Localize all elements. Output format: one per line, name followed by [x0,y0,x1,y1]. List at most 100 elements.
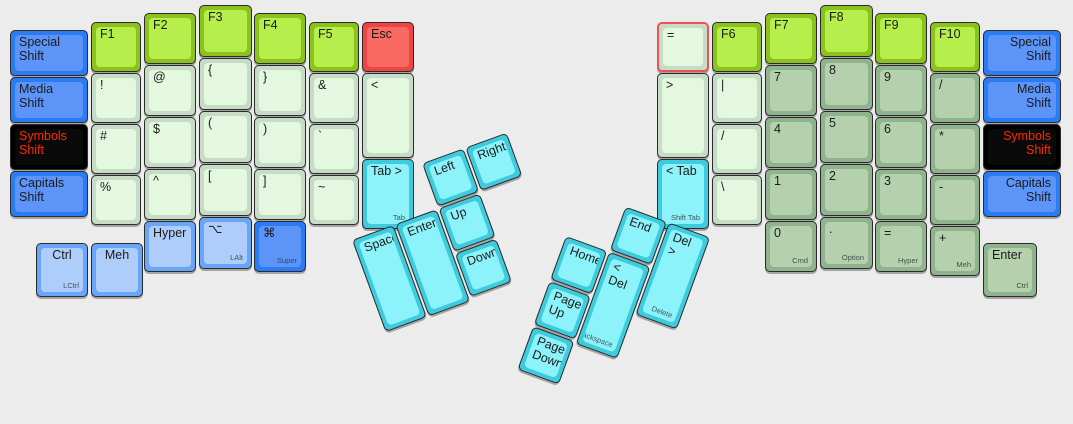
key-label: F10 [939,27,961,41]
key-key[interactable]: ) [254,117,306,168]
key-cap: 5 [825,116,868,158]
key-symbols-shift[interactable]: Symbols Shift [983,124,1061,170]
key-1[interactable]: 1 [765,169,817,220]
key-label: ! [100,78,104,92]
key-cap: F8 [825,10,868,52]
key-key[interactable]: & [309,73,359,123]
key-key[interactable]: . Option [820,217,873,269]
key-key[interactable]: = [657,22,709,72]
key-key[interactable]: = Hyper [875,221,927,272]
key-sublabel: Tab [392,213,405,222]
key-key[interactable]: > [657,73,709,158]
key-label: F5 [318,27,333,41]
key-label: < [371,78,379,92]
key-cap: > [662,78,704,153]
key-key[interactable]: \ [712,175,762,225]
key-3[interactable]: 3 [875,169,927,220]
key-key[interactable]: < [362,73,414,158]
key-label: = [667,28,675,42]
key-6[interactable]: 6 [875,117,927,168]
key-cap: \ [717,180,757,220]
key-f3[interactable]: F3 [199,5,252,57]
key-key[interactable]: ⌥ LAlt [199,217,252,269]
key-5[interactable]: 5 [820,111,873,163]
key-key[interactable]: ( [199,111,252,163]
key-label: - [939,180,944,194]
key-f2[interactable]: F2 [144,13,196,64]
key-key[interactable]: ^ [144,169,196,220]
key-key[interactable]: $ [144,117,196,168]
key-f9[interactable]: F9 [875,13,927,64]
key-special-shift[interactable]: Special Shift [10,30,88,76]
key-capitals-shift[interactable]: Capitals Shift [983,171,1061,217]
key-key[interactable]: } [254,65,306,116]
key-label: F8 [829,10,844,24]
key-enter[interactable]: Enter Ctrl [983,243,1037,297]
key-sublabel: Hyper [897,256,918,265]
key-key[interactable]: + Meh [930,226,980,276]
key-label: Capitals Shift [19,176,65,204]
key-hyper[interactable]: Hyper [144,221,196,272]
key-key[interactable]: % [91,175,141,225]
key-f4[interactable]: F4 [254,13,306,64]
key-esc[interactable]: Esc [362,22,414,72]
key-cap: ] [259,174,301,215]
key-ctrl[interactable]: Ctrl LCtrl [36,243,88,297]
key-2[interactable]: 2 [820,164,873,216]
key-label: Media Shift [19,82,54,110]
key-cap: Ctrl LCtrl [41,248,83,292]
key-key[interactable]: ⌘ Super [254,221,306,272]
key-key[interactable]: { [199,58,252,110]
key-cap: = [663,28,703,66]
key-f7[interactable]: F7 [765,13,817,64]
key-label: 4 [774,122,781,136]
key-0[interactable]: 0 Cmd [765,221,817,272]
key-cap: ! [96,78,136,118]
key-meh[interactable]: Meh [91,243,143,297]
key-cap: | [717,78,757,118]
key-cap: Enter Ctrl [988,248,1032,292]
key-cap: Esc [367,27,409,67]
key-key[interactable]: / [712,124,762,174]
key-cap: & [314,78,354,118]
key-label: 6 [884,122,891,136]
key-media-shift[interactable]: Media Shift [983,77,1061,123]
key-key[interactable]: @ [144,65,196,116]
key-symbols-shift[interactable]: Symbols Shift [10,124,88,170]
key-tab[interactable]: Tab > Tab [362,159,414,229]
key-f1[interactable]: F1 [91,22,141,72]
key-f6[interactable]: F6 [712,22,762,72]
key-4[interactable]: 4 [765,117,817,168]
key-f8[interactable]: F8 [820,5,873,57]
key-label: Media Shift [1016,82,1051,110]
key-9[interactable]: 9 [875,65,927,116]
key-tab[interactable]: < Tab Shift Tab [657,159,709,229]
key-key[interactable]: / [930,73,980,123]
key-label: F6 [721,27,736,41]
key-media-shift[interactable]: Media Shift [10,77,88,123]
key-label: 7 [774,70,781,84]
key-cap: + Meh [935,231,975,271]
key-capitals-shift[interactable]: Capitals Shift [10,171,88,217]
key-label: [ [208,169,212,183]
key-f5[interactable]: F5 [309,22,359,72]
key-label: F1 [100,27,115,41]
key-key[interactable]: # [91,124,141,174]
key-key[interactable]: - [930,175,980,225]
key-key[interactable]: | [712,73,762,123]
key-cap: / [717,129,757,169]
key-key[interactable]: * [930,124,980,174]
key-7[interactable]: 7 [765,65,817,116]
key-special-shift[interactable]: Special Shift [983,30,1061,76]
key-8[interactable]: 8 [820,58,873,110]
key-key[interactable]: ~ [309,175,359,225]
key-key[interactable]: ` [309,124,359,174]
key-cap: Meh [96,248,138,292]
key-key[interactable]: ! [91,73,141,123]
key-cap: Page Down [523,332,569,379]
key-key[interactable]: ] [254,169,306,220]
key-f10[interactable]: F10 [930,22,980,72]
key-key[interactable]: [ [199,164,252,216]
key-cap: { [204,63,247,105]
key-cap: ~ [314,180,354,220]
